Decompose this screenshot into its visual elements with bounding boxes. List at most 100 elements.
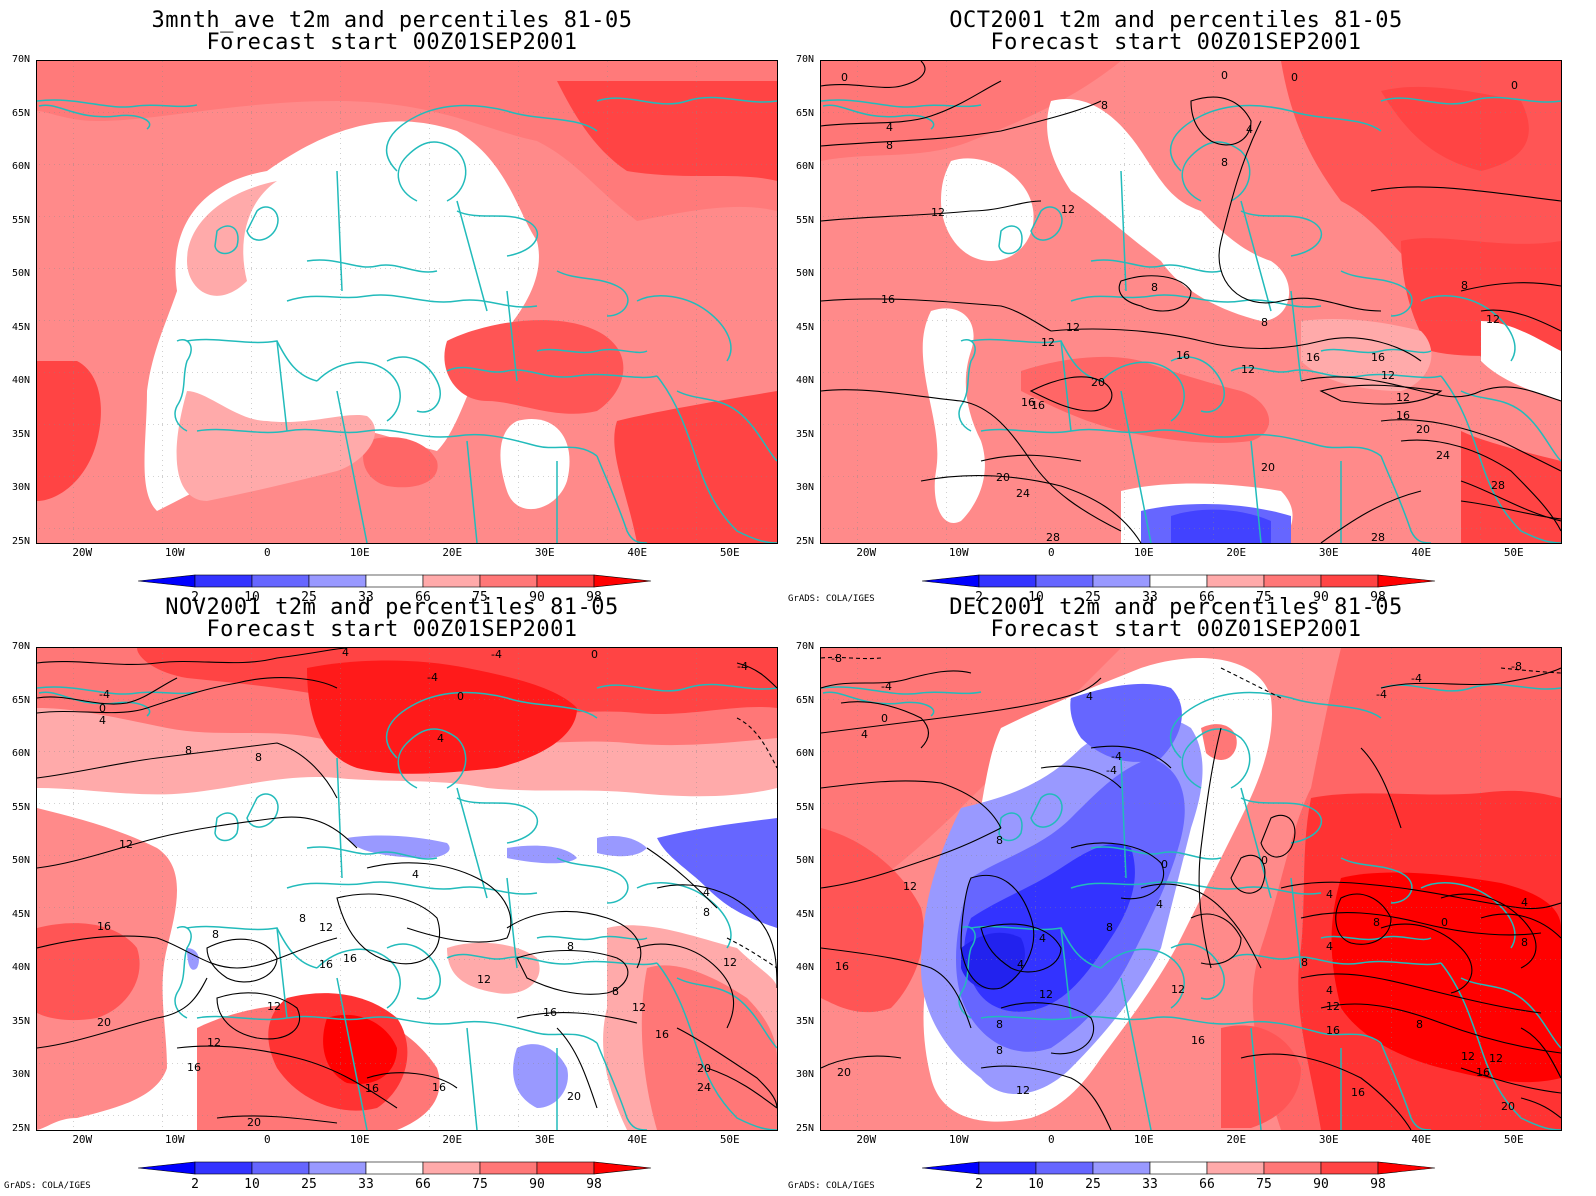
panel-subtitle: Forecast start 00Z01SEP2001 — [990, 617, 1362, 642]
contour-label: 0 — [1291, 71, 1298, 84]
contour-label: 8 — [299, 912, 306, 925]
colorbar-segment — [978, 574, 1037, 588]
colorbar-label: 98 — [1370, 590, 1386, 605]
map-fill: 0 0 0 4 8 8 8 12 12 16 16 12 12 16 20 16… — [821, 61, 1561, 543]
longitude-label: 10W — [164, 1133, 185, 1146]
map-area[interactable] — [36, 60, 778, 544]
longitude-label: 10E — [1133, 1133, 1154, 1146]
contour-label: 20 — [1261, 461, 1275, 474]
colorbar-segment — [251, 1161, 310, 1175]
contour-label: 0 — [1261, 854, 1268, 867]
longitude-label: 40E — [1411, 1133, 1432, 1146]
contour-label: 12 — [1461, 1050, 1475, 1063]
map-area[interactable]: -4 0 4 -8 4 -4 -4 8 12 16 20 0 4 8 4 4 1… — [820, 647, 1562, 1131]
latitude-label: 70N — [11, 54, 30, 65]
panel-title: NOV2001 t2m and percentiles 81-05 — [165, 595, 619, 620]
longitude-label: 10W — [164, 546, 185, 559]
colorbar-label: 2 — [975, 1177, 983, 1192]
latitude-label: 50N — [795, 268, 814, 280]
colorbar-segment — [1149, 574, 1208, 588]
contour-label: 28 — [1046, 531, 1060, 543]
contour-label: 20 — [567, 1090, 581, 1103]
contour-label: 8 — [1106, 921, 1113, 934]
contour-label: 24 — [1016, 487, 1030, 500]
contour-label: 4 — [1017, 958, 1024, 971]
contour-label: 16 — [543, 1006, 557, 1019]
latitude-label: 30N — [11, 1069, 30, 1081]
colorbar — [922, 1161, 1436, 1175]
latitude-label: 55N — [795, 214, 814, 226]
longitude-label: 20E — [442, 546, 463, 559]
colorbar-segment — [422, 1161, 481, 1175]
colorbar-label: 66 — [415, 1177, 431, 1192]
latitude-label: 30N — [795, 482, 814, 494]
longitude-label: 50E — [1503, 546, 1524, 559]
colorbar-label: 90 — [1313, 1177, 1329, 1192]
colorbar-segment — [1263, 1161, 1322, 1175]
longitude-label: 20W — [72, 1133, 93, 1146]
contour-label: 20 — [697, 1062, 711, 1075]
contour-label: 4 — [1086, 690, 1093, 703]
colorbar-segment — [422, 574, 481, 588]
colorbar-label: 10 — [244, 1177, 260, 1192]
colorbar-segment — [1320, 574, 1379, 588]
panel-title: 3mnth_ave t2m and percentiles 81-05 — [151, 8, 633, 33]
longitude-label: 20W — [856, 1133, 877, 1146]
map-area[interactable]: -4 0 4 8 8 -4 0 4 12 16 20 16 12 8 12 16… — [36, 647, 778, 1131]
latitude-label: 40N — [795, 962, 814, 974]
contour-label: 12 — [1489, 1052, 1503, 1065]
colorbar-label: 10 — [1028, 1177, 1044, 1192]
longitude-label: 40E — [627, 546, 648, 559]
contour-label: 16 — [1476, 1066, 1490, 1079]
longitude-label: 40E — [1411, 546, 1432, 559]
panel-dec2001: DEC2001 t2m and percentiles 81-05 Foreca… — [784, 597, 1584, 1196]
colorbar-label: 2 — [191, 590, 199, 605]
contour-label: 4 — [412, 868, 419, 881]
contour-label: -4 — [99, 688, 110, 701]
longitude-label: 20W — [856, 546, 877, 559]
contour-label: -4 — [491, 648, 502, 661]
colorbar-label: 10 — [244, 590, 260, 605]
latitude-label: 35N — [11, 1015, 30, 1027]
contour-label: 0 — [1511, 79, 1518, 92]
contour-label: 8 — [703, 906, 710, 919]
contour-label: 12 — [119, 838, 133, 851]
colorbar-label: 25 — [1085, 1177, 1101, 1192]
contour-label: -4 — [1111, 750, 1122, 763]
colorbar-segment — [1092, 574, 1151, 588]
contour-label: 12 — [319, 921, 333, 934]
contour-label: 8 — [1373, 916, 1380, 929]
contour-label: 8 — [212, 928, 219, 941]
map-area[interactable]: 0 0 0 4 8 8 8 12 12 16 16 12 12 16 20 16… — [820, 60, 1562, 544]
contour-label: 12 — [1486, 313, 1500, 326]
contour-label: 8 — [996, 1044, 1003, 1057]
latitude-label: 60N — [11, 161, 30, 173]
contour-label: 0 — [1161, 858, 1168, 871]
contour-label: 16 — [319, 958, 333, 971]
colorbar — [138, 1161, 652, 1175]
panel-oct2001: OCT2001 t2m and percentiles 81-05 Foreca… — [784, 10, 1584, 600]
panel-title: OCT2001 t2m and percentiles 81-05 — [949, 8, 1403, 33]
latitude-label: 35N — [795, 428, 814, 440]
longitude-label: 20E — [442, 1133, 463, 1146]
contour-label: 8 — [185, 744, 192, 757]
latitude-label: 50N — [11, 855, 30, 867]
contour-label: 16 — [655, 1028, 669, 1041]
contour-label: 24 — [1436, 449, 1450, 462]
colorbar-segment — [138, 1161, 196, 1175]
longitude-label: 0 — [263, 546, 271, 559]
latitude-label: 70N — [795, 641, 814, 652]
latitude-label: 45N — [795, 908, 814, 920]
contour-label: 12 — [632, 1001, 646, 1014]
latitude-label: 70N — [795, 54, 814, 65]
contour-label: 8 — [1261, 316, 1268, 329]
colorbar-segment — [194, 574, 253, 588]
colorbar-label: 25 — [1085, 590, 1101, 605]
panel-title: DEC2001 t2m and percentiles 81-05 — [949, 595, 1403, 620]
longitude-label: 0 — [263, 1133, 271, 1146]
latitude-label: 40N — [11, 962, 30, 974]
colorbar-label: 33 — [1142, 590, 1158, 605]
contour-label: 16 — [365, 1082, 379, 1095]
colorbar-label: 75 — [1256, 1177, 1272, 1192]
latitude-label: 25N — [795, 1123, 814, 1134]
